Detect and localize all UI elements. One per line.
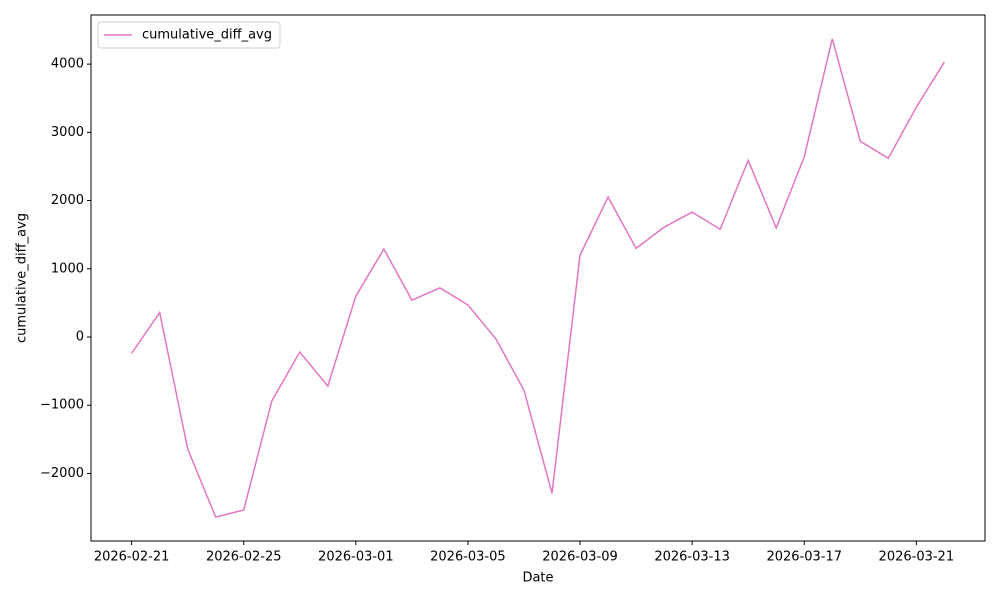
- plot-frame: [90, 14, 986, 542]
- y-tick-label: −1000: [40, 398, 84, 413]
- x-tick-label: 2026-03-09: [542, 550, 618, 565]
- y-tick-label: 3000: [51, 125, 84, 140]
- y-tick-label: 1000: [51, 261, 84, 276]
- x-axis-label: Date: [522, 571, 553, 586]
- x-tick-label: 2026-03-13: [654, 550, 730, 565]
- legend-label: cumulative_diff_avg: [142, 28, 272, 43]
- x-tick-label: 2026-02-21: [94, 550, 170, 565]
- x-tick-label: 2026-02-25: [206, 550, 282, 565]
- x-tick-label: 2026-03-01: [318, 550, 394, 565]
- x-tick-label: 2026-03-17: [766, 550, 842, 565]
- y-tick-label: 4000: [51, 57, 84, 72]
- y-tick-label: 0: [76, 330, 84, 345]
- y-tick-label: 2000: [51, 193, 84, 208]
- legend-box: [97, 21, 281, 49]
- data-line: [131, 38, 946, 519]
- y-tick-label: −2000: [40, 466, 84, 481]
- x-tick-label: 2026-03-05: [430, 550, 506, 565]
- x-tick-label: 2026-03-21: [879, 550, 955, 565]
- y-axis-label: cumulative_diff_avg: [15, 213, 30, 343]
